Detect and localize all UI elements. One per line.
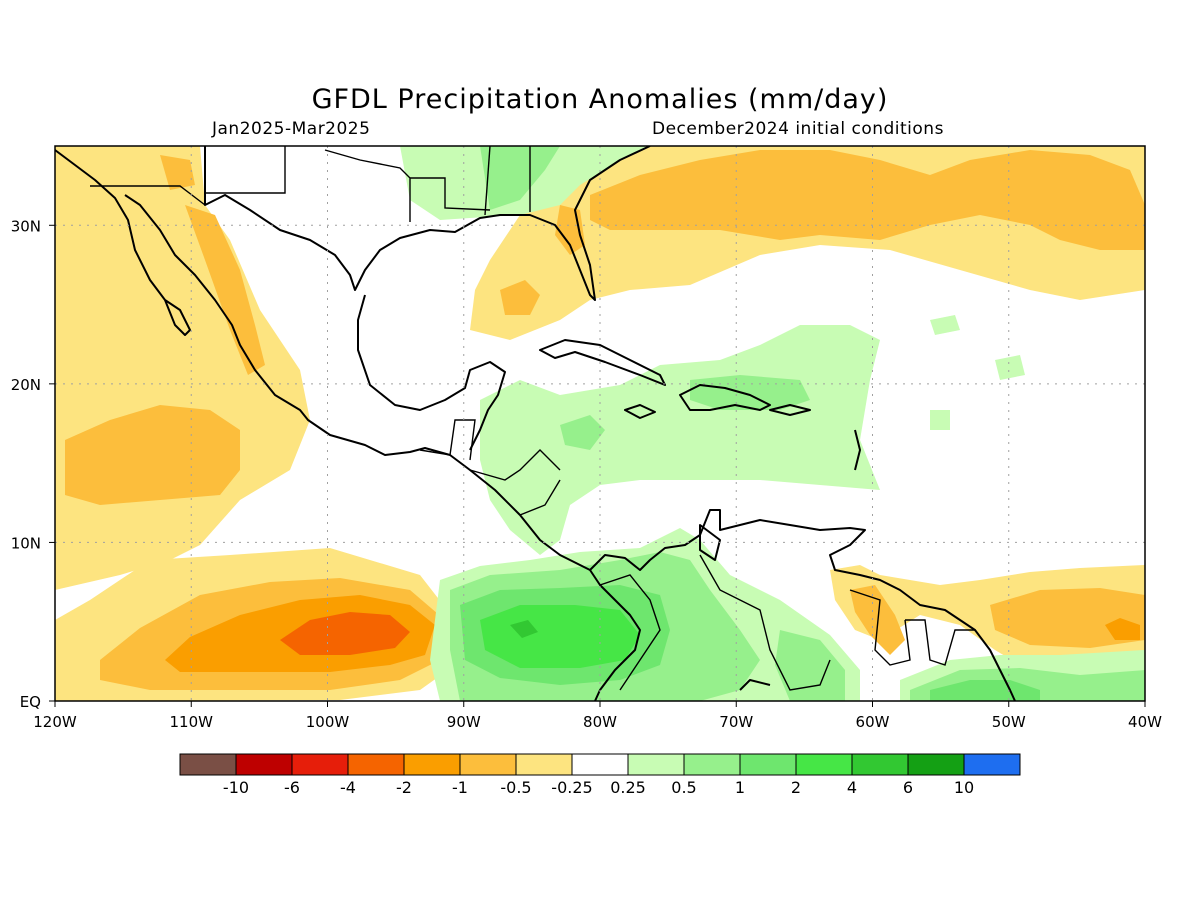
colorbar-swatch: [235, 753, 293, 776]
lat-tick-label: EQ: [20, 693, 41, 711]
lon-tick-label: 110W: [170, 713, 214, 731]
lat-tick-label: 30N: [11, 217, 41, 235]
axis-ticks: [49, 224, 1146, 707]
colorbar-swatch: [683, 753, 741, 776]
colorbar-swatch: [347, 753, 405, 776]
colorbar-swatch: [907, 753, 965, 776]
colorbar: -10 -6 -4 -2 -1 -0.5 -0.25 0.25 0.5 1 2 4 6 10: [179, 753, 1021, 797]
lat-tick-label: 20N: [11, 376, 41, 394]
initial-conditions: December2024 initial conditions: [652, 119, 944, 139]
colorbar-swatch: [179, 753, 237, 776]
colorbar-label: -0.25: [551, 778, 592, 797]
colorbar-label: 1: [735, 778, 745, 797]
lat-lon-grid: [55, 146, 1145, 701]
colorbar-swatch: [627, 753, 685, 776]
latitude-labels: EQ 10N 20N 30N: [11, 217, 41, 711]
colorbar-label: -6: [284, 778, 300, 797]
colorbar-swatch: [291, 753, 349, 776]
lon-tick-label: 100W: [306, 713, 350, 731]
lat-tick-label: 10N: [11, 534, 41, 552]
lon-tick-label: 40W: [1128, 713, 1162, 731]
colorbar-label: 0.5: [671, 778, 696, 797]
colorbar-swatch: [515, 753, 573, 776]
colorbar-swatch: [459, 753, 517, 776]
colorbar-label: -10: [223, 778, 249, 797]
colorbar-label: -4: [340, 778, 356, 797]
colorbar-swatch: [963, 753, 1021, 776]
colorbar-label: -1: [452, 778, 468, 797]
colorbar-swatch: [739, 753, 797, 776]
coastlines: [55, 146, 1016, 701]
colorbar-label: 4: [847, 778, 857, 797]
colorbar-label: 2: [791, 778, 801, 797]
forecast-period: Jan2025-Mar2025: [212, 119, 371, 139]
lon-tick-label: 80W: [583, 713, 617, 731]
colorbar-swatch: [403, 753, 461, 776]
lon-tick-label: 90W: [447, 713, 481, 731]
lon-tick-label: 60W: [856, 713, 890, 731]
political-boundaries: [90, 146, 975, 691]
colorbar-label: -2: [396, 778, 412, 797]
lon-tick-label: 50W: [992, 713, 1026, 731]
longitude-labels: 120W 110W 100W 90W 80W 70W 60W 50W 40W: [33, 713, 1162, 731]
lon-tick-label: 70W: [719, 713, 753, 731]
colorbar-label: 0.25: [610, 778, 646, 797]
colorbar-swatch: [795, 753, 853, 776]
anomaly-shading: [55, 146, 1145, 701]
lon-tick-label: 120W: [33, 713, 77, 731]
map-title: GFDL Precipitation Anomalies (mm/day): [311, 84, 889, 115]
colorbar-swatch: [571, 753, 629, 776]
colorbar-label: -0.5: [500, 778, 531, 797]
colorbar-swatch: [851, 753, 909, 776]
colorbar-label: 10: [954, 778, 974, 797]
colorbar-label: 6: [903, 778, 913, 797]
